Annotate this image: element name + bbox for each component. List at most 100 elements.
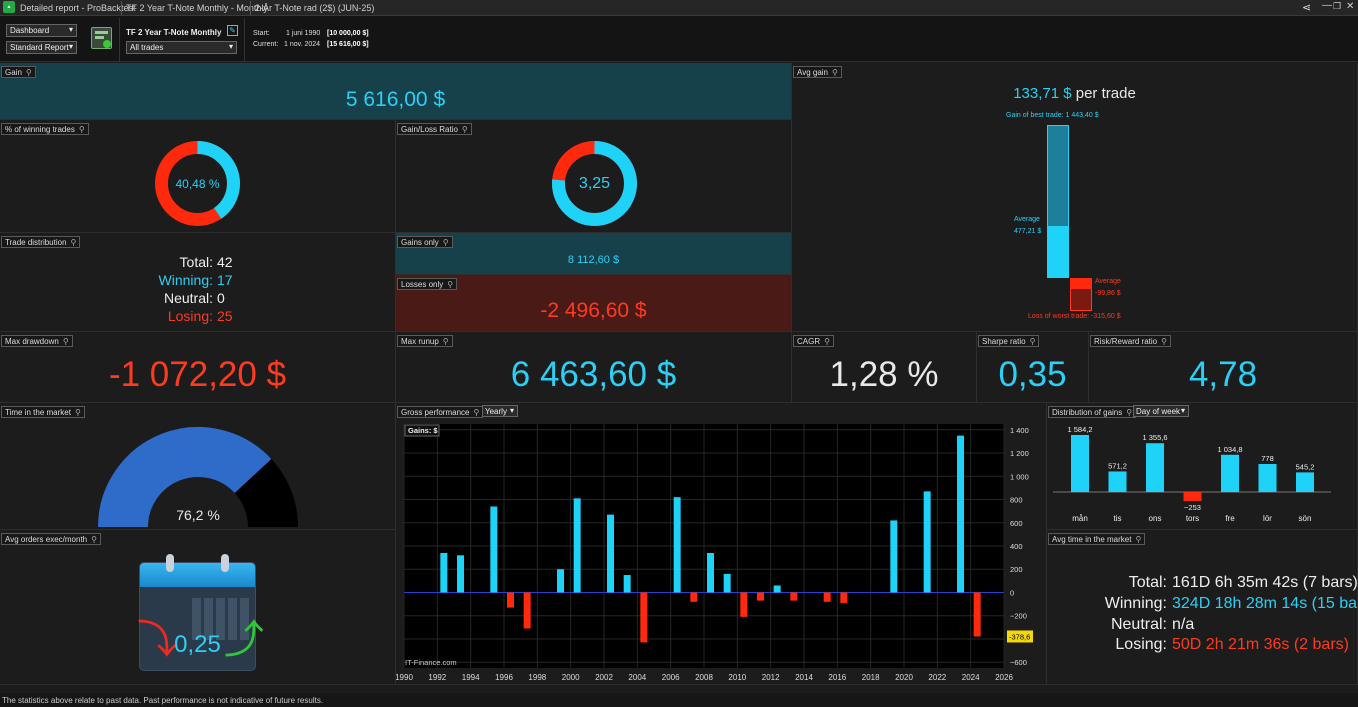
wrench-icon: ⚲	[824, 337, 830, 346]
restore-icon[interactable]: ❐	[1333, 1, 1342, 11]
distribution-losing-value: 25	[217, 308, 233, 324]
glratio-arc	[552, 141, 637, 226]
dist-value-label: 1 584,2	[1067, 425, 1092, 434]
glratio-label[interactable]: Gain/Loss Ratio ⚲	[397, 123, 472, 135]
runup-panel: Max runup ⚲ 6 463,60 $	[396, 332, 792, 403]
last-value-marker	[1007, 630, 1033, 643]
timemarket-panel: Time in the market ⚲ 76,2 %	[0, 403, 396, 530]
gross-period-select[interactable]: Yearly	[482, 405, 518, 417]
x-tick-label: 2022	[928, 673, 946, 682]
calendar-ring-right	[221, 554, 229, 572]
bar-2010	[740, 592, 748, 617]
worst-trade-text: Loss of worst trade: -315,60 $	[1028, 313, 1121, 320]
bar-1999	[557, 569, 564, 593]
current-value: [15 616,00 $]	[327, 41, 369, 48]
winning-label[interactable]: % of winning trades ⚲	[1, 123, 89, 135]
wrench-icon: ⚲	[25, 68, 32, 77]
dist-value-label: −253	[1184, 503, 1201, 512]
avgtime-losing: 50D 2h 21m 36s (2 bars)	[1172, 636, 1349, 653]
winning-arc	[155, 141, 240, 226]
wrench-icon: ⚲	[70, 238, 77, 247]
cagr-value: 1,28 %	[829, 355, 939, 394]
cagr-label[interactable]: CAGR ⚲	[793, 335, 834, 347]
avgorders-label[interactable]: Avg orders exec/month ⚲	[1, 533, 101, 545]
dist-value-label: 571,2	[1108, 461, 1127, 470]
report-select[interactable]: Standard Report	[6, 41, 77, 54]
riskreward-panel: Risk/Reward ratio ⚲ 4,78	[1089, 332, 1358, 403]
avgtime-label[interactable]: Avg time in the market ⚲	[1048, 533, 1146, 545]
x-tick-label: 2010	[728, 673, 746, 682]
sharpe-panel: Sharpe ratio ⚲ 0,35	[977, 332, 1089, 403]
dist-value-label: 778	[1261, 454, 1274, 463]
distribution-losing: Losing:	[167, 308, 213, 324]
best-trade-text: Gain of best trade: 1 443,40 $	[1006, 112, 1099, 119]
x-tick-label: 2024	[962, 673, 980, 682]
sharpe-label[interactable]: Sharpe ratio ⚲	[978, 335, 1040, 347]
close-icon[interactable]: ✕	[1346, 1, 1355, 12]
trades-select[interactable]: All trades	[126, 41, 237, 54]
distgains-panel: Distribution of gains⚲ Day of week 1 584…	[1047, 403, 1358, 530]
tab-strategy[interactable]: TF 2 Year T-Note Monthly - Monthly	[126, 3, 268, 13]
losses-only-panel: Losses only ⚲ -2 496,60 $	[396, 275, 792, 332]
tab-instrument[interactable]: 2-År T-Note rad (2$) (JUN-25)	[255, 3, 375, 13]
bar-2008	[707, 552, 714, 593]
distribution-total: Total:	[179, 254, 213, 270]
distgains-period-select[interactable]: Day of week	[1133, 405, 1189, 417]
gross-watermark: IT-Finance.com	[405, 658, 457, 667]
dist-category-label: lör	[1263, 514, 1272, 523]
x-tick-label: 2004	[628, 673, 646, 682]
report-settings-icon[interactable]	[91, 27, 112, 49]
losses-only-label[interactable]: Losses only ⚲	[397, 278, 458, 290]
gross-panel: Gross performance⚲ Yearly 1990 1992 1994 19…	[396, 403, 1047, 685]
distgains-label[interactable]: Distribution of gains ⚲	[1048, 406, 1137, 418]
wrench-icon: ⚲	[74, 408, 81, 417]
edit-strategy-icon[interactable]: ✎	[227, 25, 238, 36]
avggain-panel: Avg gain ⚲ 133,71 $ per trade Gain of bes…	[792, 63, 1358, 332]
current-date: 1 nov. 2024	[284, 41, 321, 48]
distribution-winning: Winning:	[158, 272, 213, 288]
minimize-icon[interactable]: —	[1322, 0, 1332, 11]
start-date: 1 juni 1990	[286, 30, 321, 37]
x-tick-label: 1998	[528, 673, 546, 682]
calendar-icon	[139, 562, 256, 671]
avg-loss-bar	[1070, 278, 1092, 289]
dist-bar-fre	[1221, 454, 1239, 492]
dist-bar-tis	[1108, 471, 1127, 492]
bar-2016	[840, 592, 848, 603]
riskreward-label[interactable]: Risk/Reward ratio ⚲	[1090, 335, 1171, 347]
last-value-text: -378,6	[1009, 632, 1030, 641]
view-select[interactable]: Dashboard	[6, 24, 77, 37]
drawdown-label[interactable]: Max drawdown ⚲	[1, 335, 73, 347]
dist-category-label: tors	[1186, 514, 1199, 523]
gains-only-panel: Gains only ⚲ 8 112,60 $	[396, 233, 792, 275]
timemarket-value: 76,2 %	[176, 507, 220, 523]
wrench-icon: ⚲	[461, 125, 468, 134]
bar-2024	[973, 592, 981, 637]
bar-1996	[507, 592, 514, 608]
avgtime-winning-label: Winning:	[1104, 595, 1167, 612]
distribution-label[interactable]: Trade distribution ⚲	[1, 236, 81, 248]
bar-1997	[523, 592, 531, 629]
avggain-label[interactable]: Avg gain ⚲	[793, 66, 842, 78]
window-title: Detailed report - ProBacktest	[20, 3, 136, 13]
timemarket-label[interactable]: Time in the market ⚲	[1, 406, 85, 418]
calendar-ring-left	[166, 554, 174, 572]
bar-2002	[607, 514, 614, 593]
wrench-icon: ⚲	[1126, 408, 1133, 417]
avg-gain-label: Average	[1014, 216, 1040, 223]
wrench-icon: ⚲	[442, 337, 449, 346]
wrench-icon: ⚲	[78, 125, 85, 134]
share-icon[interactable]: ⋖	[1302, 2, 1312, 14]
gains-only-label[interactable]: Gains only ⚲	[397, 236, 453, 248]
timemarket-gauge-fill	[98, 427, 272, 527]
bar-2004	[640, 592, 648, 643]
disclaimer-footer: The statistics above relate to past data…	[0, 693, 1358, 707]
gain-label[interactable]: Gain ⚲	[1, 66, 36, 78]
wrench-icon: ⚲	[832, 68, 838, 77]
dist-category-label: tis	[1114, 514, 1122, 523]
bar-2013	[790, 592, 798, 601]
runup-label[interactable]: Max runup ⚲	[397, 335, 453, 347]
gross-label[interactable]: Gross performance ⚲	[397, 406, 484, 418]
avgtime-neutral-label: Neutral:	[1110, 616, 1167, 633]
dist-bar-mån	[1071, 435, 1089, 492]
